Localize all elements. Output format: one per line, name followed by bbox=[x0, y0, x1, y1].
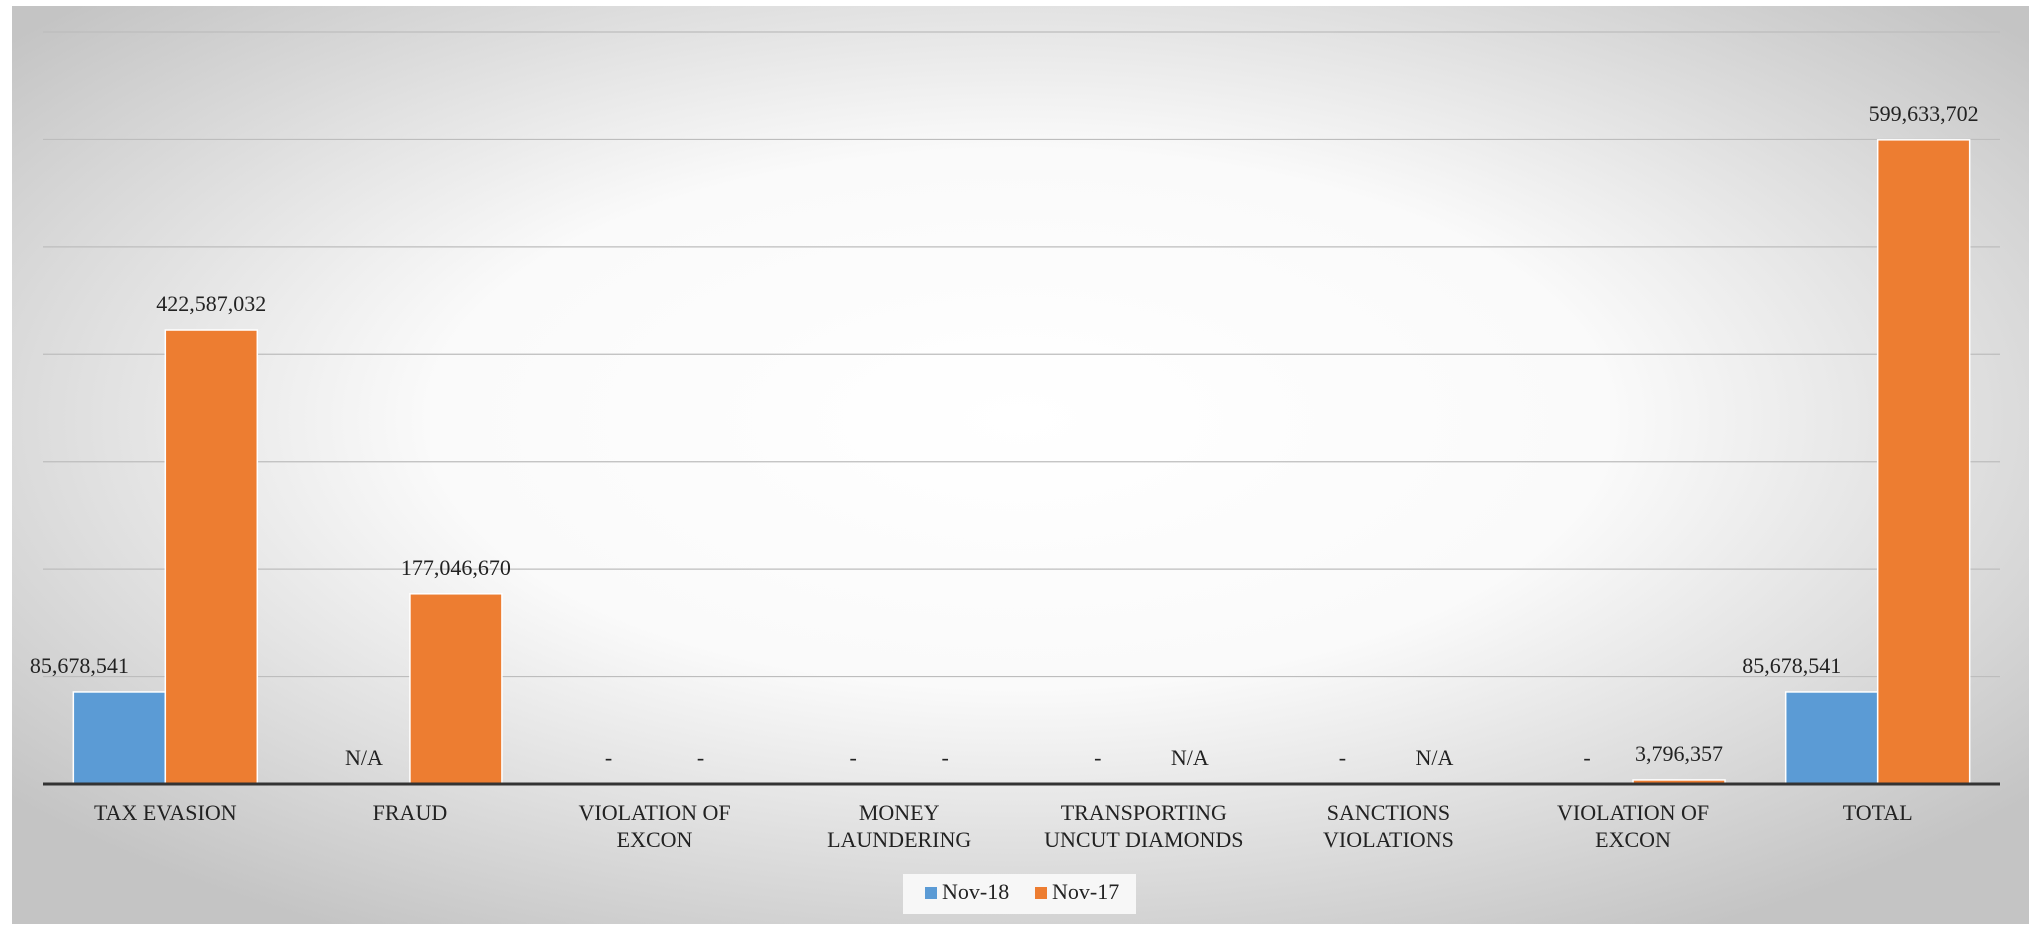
bar bbox=[72, 691, 167, 785]
bar bbox=[409, 593, 503, 785]
data-label: - bbox=[1583, 745, 1590, 770]
legend-label: Nov-17 bbox=[1052, 879, 1119, 904]
x-tick-label: TOTAL bbox=[1843, 800, 1913, 825]
data-label: 422,587,032 bbox=[156, 291, 266, 316]
data-label: 177,046,670 bbox=[401, 555, 511, 580]
legend-swatch bbox=[1035, 887, 1047, 899]
x-tick-label: FRAUD bbox=[373, 800, 448, 825]
legend-swatch bbox=[925, 887, 937, 899]
data-label: - bbox=[942, 745, 949, 770]
data-label: - bbox=[1094, 745, 1101, 770]
data-label: - bbox=[697, 745, 704, 770]
x-tick-label: TRANSPORTING UNCUT DIAMONDS bbox=[1044, 800, 1243, 852]
data-label: - bbox=[1339, 745, 1346, 770]
x-tick-label: TAX EVASION bbox=[94, 800, 237, 825]
data-label: - bbox=[850, 745, 857, 770]
bar bbox=[164, 329, 259, 785]
data-label: N/A bbox=[345, 745, 383, 770]
data-label: N/A bbox=[1415, 745, 1453, 770]
bar bbox=[1784, 691, 1879, 785]
x-tick-label: VIOLATION OF EXCON bbox=[578, 800, 730, 852]
x-tick-label: MONEY LAUNDERING bbox=[827, 800, 971, 852]
data-label: 3,796,357 bbox=[1635, 741, 1723, 766]
bar bbox=[1876, 139, 1971, 785]
data-label: 85,678,541 bbox=[30, 653, 129, 678]
data-label: N/A bbox=[1171, 745, 1209, 770]
legend-box bbox=[903, 874, 1136, 914]
chart-area bbox=[12, 6, 2029, 924]
data-label: - bbox=[605, 745, 612, 770]
x-tick-label: VIOLATION OF EXCON bbox=[1557, 800, 1709, 852]
x-tick-label: SANCTIONS VIOLATIONS bbox=[1323, 800, 1454, 852]
data-label: 599,633,702 bbox=[1869, 101, 1979, 126]
legend-label: Nov-18 bbox=[942, 879, 1009, 904]
data-label: 85,678,541 bbox=[1742, 653, 1841, 678]
